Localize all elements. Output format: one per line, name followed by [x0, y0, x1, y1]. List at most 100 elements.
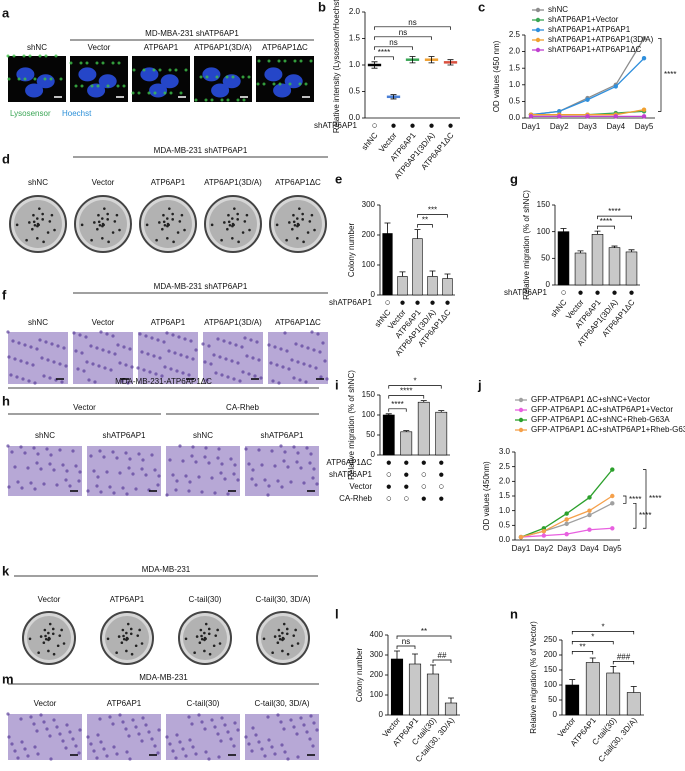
colony: [291, 227, 294, 231]
cell: [267, 343, 271, 347]
cell: [187, 715, 191, 719]
colony: [231, 236, 234, 240]
cell: [232, 472, 236, 476]
error-bar: [384, 222, 391, 234]
significance-bracket: [417, 224, 433, 228]
y-tick-label: 50: [366, 430, 375, 439]
cell: [39, 713, 43, 717]
error-bar: [577, 250, 584, 253]
x-tick-label: Day4: [580, 544, 599, 553]
cell: [174, 756, 178, 760]
lysosome: [22, 54, 26, 58]
colony: [38, 207, 41, 210]
y-axis-label: Colony number: [347, 223, 356, 278]
cell: [190, 722, 194, 726]
lysosome: [106, 84, 110, 88]
cell: [92, 749, 96, 753]
cell: [216, 732, 220, 736]
cell: [191, 357, 195, 361]
cell: [131, 472, 135, 476]
colony: [295, 217, 299, 220]
cell: [289, 718, 293, 722]
x-tick-label: Day1: [512, 544, 531, 553]
cell: [260, 463, 264, 467]
y-tick-label: 2.0: [499, 476, 511, 485]
cell: [187, 489, 191, 493]
cell: [6, 444, 10, 448]
lysosome: [43, 77, 47, 81]
cell: [144, 473, 148, 477]
cell: [175, 369, 179, 373]
cell: [194, 752, 198, 756]
colony: [162, 220, 166, 224]
colony: [52, 652, 56, 656]
cell: [282, 727, 286, 731]
error-bar: [448, 697, 454, 703]
significance-bracket: [571, 641, 614, 645]
significance-bracket: [388, 385, 442, 389]
cell: [23, 451, 27, 455]
cell: [102, 747, 106, 751]
nucleus: [98, 74, 117, 89]
colony: [296, 642, 300, 645]
colony: [231, 224, 234, 228]
colony: [310, 213, 314, 217]
cell: [52, 360, 56, 364]
significance-label: **: [422, 216, 428, 225]
cell: [23, 343, 27, 347]
cell: [77, 479, 81, 483]
series-line: [520, 469, 613, 538]
cell: [220, 462, 224, 466]
error-bar: [447, 59, 454, 66]
cell: [126, 381, 130, 385]
cell: [61, 463, 65, 467]
cell: [140, 467, 144, 471]
colony: [51, 627, 55, 631]
y-tick-label: 2.5: [499, 462, 511, 471]
image-label: C-tail(30): [189, 595, 222, 604]
lysosome: [199, 75, 203, 79]
colony: [271, 651, 274, 655]
cell: [152, 354, 156, 358]
y-axis-label: Relative intensity (Lysosenor/Hoechst): [332, 0, 341, 133]
significance-bracket: [612, 661, 635, 665]
cell: [294, 342, 298, 346]
cell: [214, 371, 218, 375]
colony: [125, 631, 128, 635]
panel-letter: m: [2, 671, 14, 686]
colony: [98, 223, 102, 227]
cell: [19, 359, 23, 363]
lysosome: [293, 59, 297, 63]
lysosome: [117, 61, 121, 65]
cell: [319, 375, 323, 379]
image-label: ATP6AP1(3D/A): [204, 178, 262, 187]
y-axis-label: OD values (450nm): [482, 461, 491, 531]
cell: [33, 487, 37, 491]
cell: [173, 351, 177, 355]
cell: [232, 744, 236, 748]
condition-mark: ●: [577, 288, 583, 299]
nucleus: [149, 83, 168, 98]
cell: [124, 727, 128, 731]
cell: [127, 466, 131, 470]
lysosome: [204, 98, 208, 102]
y-tick-label: 50: [541, 253, 550, 262]
cell: [177, 335, 181, 339]
y-tick-label: 1.5: [349, 34, 361, 43]
colony: [32, 213, 35, 217]
cell: [136, 366, 140, 370]
cell: [250, 477, 254, 481]
cell: [89, 742, 93, 746]
cell: [247, 462, 251, 466]
cell: [9, 373, 13, 377]
y-tick-label: 0: [379, 710, 384, 719]
bar: [606, 672, 621, 716]
colony: [41, 212, 44, 216]
colony: [53, 228, 56, 232]
y-tick-label: 1.5: [509, 63, 521, 72]
cell: [314, 366, 318, 370]
cell: [212, 353, 216, 357]
image-label: ATP6AP1(3D/A): [204, 318, 262, 327]
cell: [203, 360, 207, 364]
